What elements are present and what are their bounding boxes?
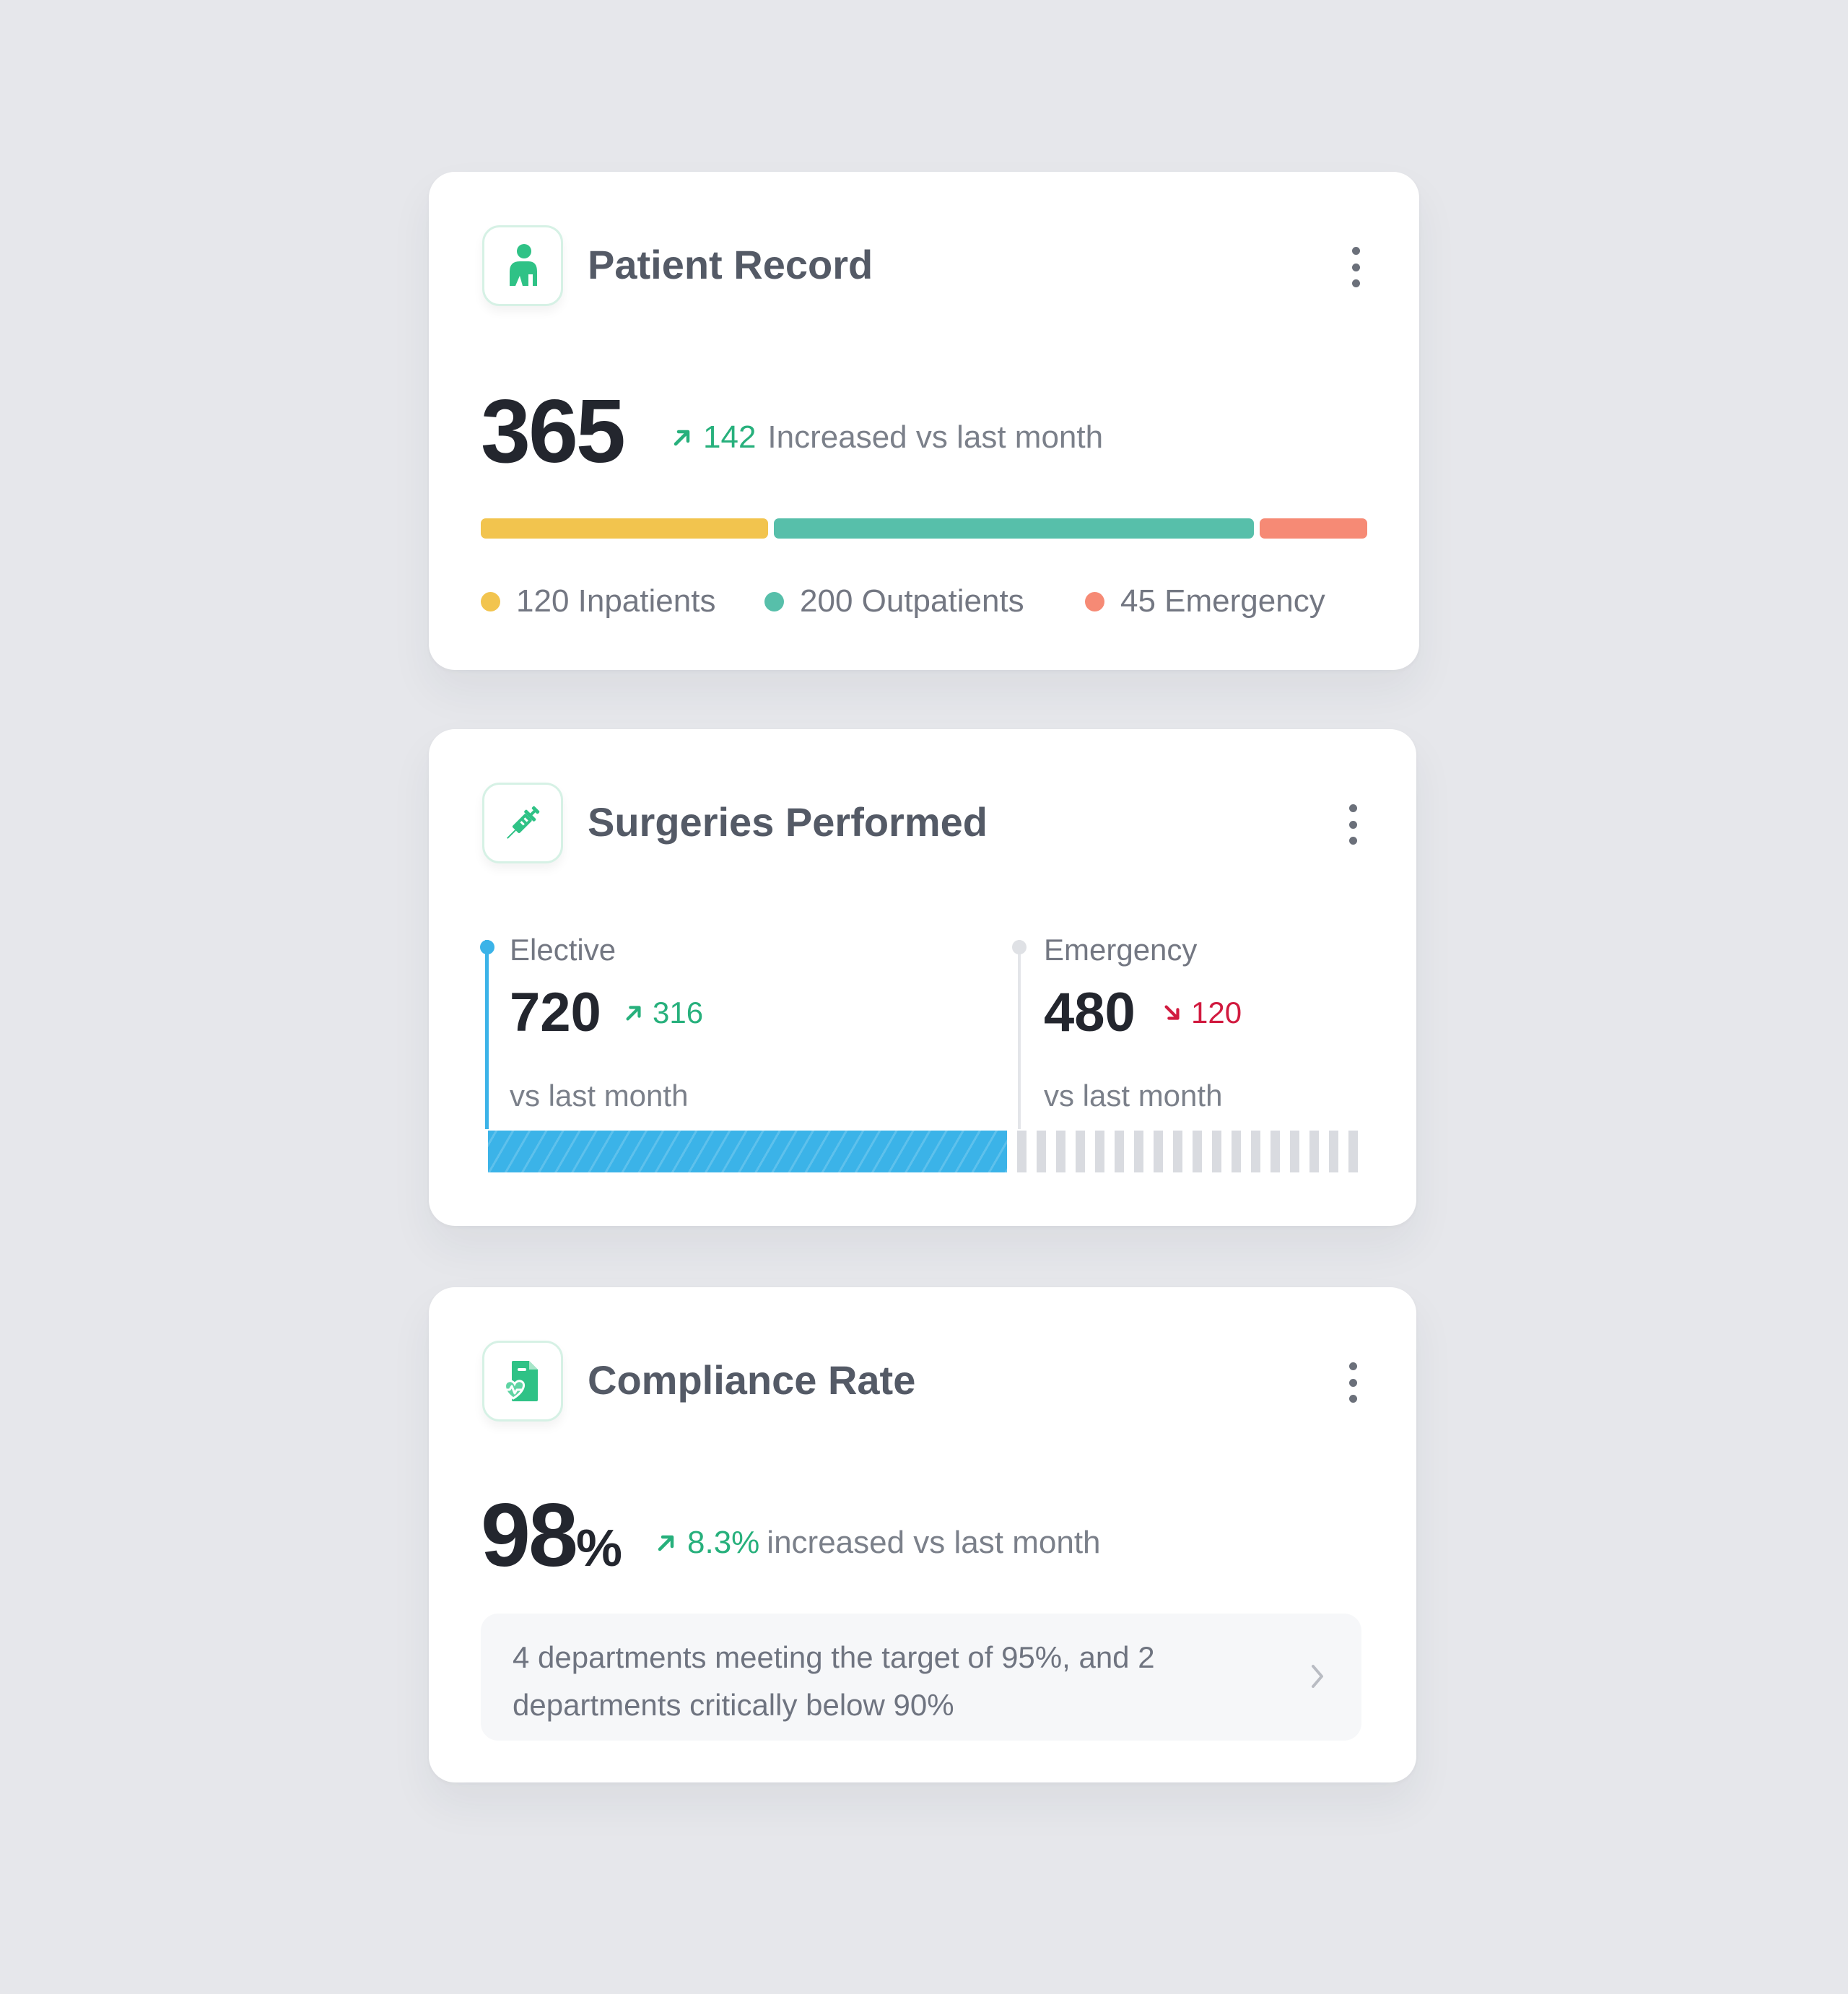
emergency-caption: vs last month [1044,1079,1223,1113]
heart-document-icon [482,1341,563,1422]
trend-value: 316 [653,996,704,1029]
elective-value: 720 [510,982,601,1043]
emergency-dot [1085,591,1104,611]
trend-value: 120 [1191,996,1242,1029]
legend-label: 120 Inpatients [516,583,716,619]
compliance-trend: 8.3% increased vs last month [655,1527,1101,1559]
emergency-value: 480 [1044,982,1136,1043]
card-title: Compliance Rate [588,1357,916,1403]
elective-caption: vs last month [510,1079,689,1113]
legend-emergency: 45 Emergency [1085,583,1325,619]
legend-label: 200 Outpatients [800,583,1024,619]
elective-marker [480,940,494,954]
compliance-card: Compliance Rate 98% 8.3% increased vs la… [429,1287,1416,1782]
patient-total: 365 [481,382,626,482]
trend-text: increased vs last month [767,1525,1101,1560]
inpatients-dot [481,591,500,611]
card-title: Surgeries Performed [588,799,988,845]
patient-icon [482,225,563,306]
emergency-trend: 120 [1162,998,1242,1028]
patient-record-card: Patient Record 365 142 Increased vs last… [429,172,1419,670]
elective-line [485,940,489,1129]
emergency-bar [1017,1131,1364,1172]
patient-breakdown-bar [481,518,1367,539]
arrow-up-right-icon [658,1535,674,1551]
trend-value: 8.3% [687,1525,760,1560]
more-options-icon[interactable] [1344,1362,1361,1403]
emergency-label: Emergency [1044,933,1198,967]
arrow-down-right-icon [1164,1005,1180,1020]
legend-label: 45 Emergency [1120,583,1325,619]
trend-value: 142 [703,419,757,455]
breakdown-segment-2 [1259,518,1367,539]
more-options-icon[interactable] [1347,247,1364,287]
chevron-right-icon [1312,1665,1323,1688]
syringe-icon [482,783,563,863]
card-title: Patient Record [588,242,873,287]
arrow-up-right-icon [674,430,690,446]
compliance-number: 98 [481,1486,578,1585]
surgeries-card: Surgeries Performed Elective 720 316 vs … [429,729,1416,1226]
more-options-icon[interactable] [1344,804,1361,845]
compliance-details-link[interactable]: 4 departments meeting the target of 95%,… [481,1614,1361,1741]
legend-outpatients: 200 Outpatients [764,583,1024,619]
patient-trend: 142 Increased vs last month [671,422,1103,453]
emergency-marker [1012,940,1027,954]
arrow-up-right-icon [626,1006,641,1021]
elective-bar [488,1131,1008,1172]
compliance-note: 4 departments meeting the target of 95%,… [513,1640,1155,1722]
breakdown-segment-0 [481,518,769,539]
trend-text: Increased vs last month [767,419,1104,455]
compliance-unit: % [575,1520,622,1577]
elective-trend: 316 [624,998,703,1028]
legend-inpatients: 120 Inpatients [481,583,715,619]
breakdown-segment-1 [774,518,1254,539]
compliance-value: 98% [481,1491,622,1580]
elective-label: Elective [510,933,616,967]
emergency-line [1018,940,1021,1129]
outpatients-dot [764,591,784,611]
